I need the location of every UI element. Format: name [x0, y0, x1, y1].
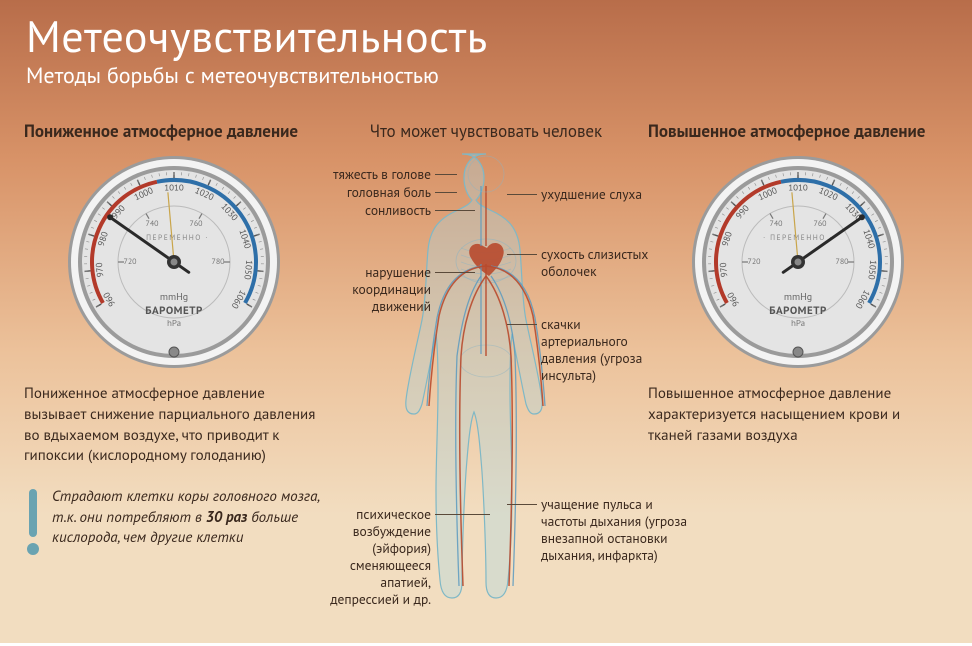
svg-text:780: 780 [835, 257, 849, 267]
svg-text:hPa: hPa [791, 318, 805, 329]
svg-text:· ПЕРЕМЕННО ·: · ПЕРЕМЕННО · [139, 233, 209, 243]
center-heading: Что может чувствовать человек [332, 120, 640, 142]
svg-text:740: 740 [769, 219, 783, 229]
callout-left: головная боль [306, 184, 431, 201]
callout-left: тяжесть в голове [306, 166, 431, 183]
svg-text:hPa: hPa [167, 318, 181, 329]
svg-text:970: 970 [94, 262, 106, 278]
barometer-low: 9609709809901000101010201030104010501060… [64, 152, 284, 372]
svg-text:mmHg: mmHg [784, 290, 812, 303]
left-column: Пониженное атмосферное давление 96097098… [24, 120, 324, 646]
svg-text:1010: 1010 [788, 182, 808, 193]
svg-text:1050: 1050 [865, 260, 878, 281]
svg-text:1050: 1050 [241, 260, 254, 281]
header: Метеочувствительность Методы борьбы с ме… [0, 0, 972, 94]
svg-text:БАРОМЕТР: БАРОМЕТР [145, 304, 203, 318]
svg-text:740: 740 [145, 219, 159, 229]
svg-text:mmHg: mmHg [160, 290, 188, 303]
callout-left: нарушение координации движений [326, 264, 431, 315]
right-column: Повышенное атмосферное давление 96097098… [648, 120, 948, 646]
left-note: Страдают клетки коры головного мозга, т.… [24, 487, 324, 555]
svg-text:1010: 1010 [164, 182, 184, 193]
right-heading: Повышенное атмосферное давление [648, 120, 948, 142]
svg-text:760: 760 [813, 219, 827, 229]
callout-right: скачки артериального давления (угроза ин… [541, 316, 651, 384]
svg-text:970: 970 [718, 262, 730, 278]
svg-text:720: 720 [747, 257, 761, 267]
svg-text:БАРОМЕТР: БАРОМЕТР [769, 304, 827, 318]
svg-text:720: 720 [123, 257, 137, 267]
callout-right: ухудшение слуха [541, 186, 651, 203]
callout-right: сухость слизистых оболочек [541, 246, 651, 280]
barometer-low-svg: 9609709809901000101010201030104010501060… [64, 152, 284, 372]
exclamation-icon [24, 489, 42, 555]
barometer-high-svg: 9609709809901000101010201030104010501060… [688, 152, 908, 372]
svg-text:760: 760 [189, 219, 203, 229]
right-body: Повышенное атмосферное давление характер… [648, 384, 948, 446]
left-body: Пониженное атмосферное давление вызывает… [24, 384, 324, 467]
callout-left: психическое возбуждение (эйфория) сменяю… [326, 506, 431, 607]
svg-text:780: 780 [211, 257, 225, 267]
left-heading: Пониженное атмосферное давление [24, 120, 324, 142]
callout-right: учащение пульса и частоты дыхания (угроз… [541, 496, 696, 564]
page-title: Метеочувствительность [26, 14, 946, 60]
page-subtitle: Методы борьбы с метеочувствительностью [26, 62, 946, 90]
content-root: Метеочувствительность Методы борьбы с ме… [0, 0, 972, 646]
columns: Пониженное атмосферное давление 96097098… [0, 94, 972, 646]
note-bold: 30 раз [206, 508, 247, 527]
callout-left: сонливость [306, 202, 431, 219]
svg-text:· ПЕРЕМЕННО ·: · ПЕРЕМЕННО · [763, 233, 833, 243]
left-note-text: Страдают клетки коры головного мозга, т.… [52, 487, 324, 549]
human-diagram: тяжесть в головеголовная больсонливостьн… [332, 146, 640, 646]
barometer-high: 9609709809901000101010201030104010501060… [688, 152, 908, 372]
center-column: Что может чувствовать человек тяжесть в … [332, 120, 640, 646]
